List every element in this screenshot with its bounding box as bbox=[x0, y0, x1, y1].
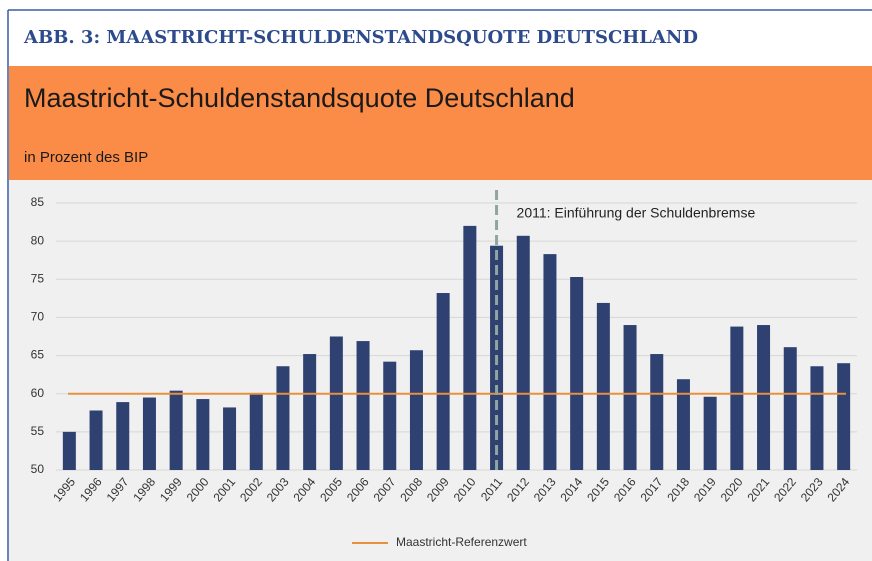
y-tick-label: 70 bbox=[31, 310, 45, 324]
chart-title: Maastricht-Schuldenstandsquote Deutschla… bbox=[24, 83, 575, 113]
bar bbox=[383, 361, 397, 470]
bar bbox=[623, 325, 637, 470]
bar bbox=[409, 350, 423, 470]
bar bbox=[303, 354, 317, 470]
y-tick-label: 65 bbox=[31, 348, 45, 362]
bar bbox=[249, 393, 263, 470]
bar bbox=[730, 326, 744, 470]
bar bbox=[570, 276, 584, 470]
bar bbox=[116, 402, 130, 470]
y-tick-label: 85 bbox=[31, 195, 45, 209]
bar bbox=[783, 347, 797, 470]
bar bbox=[676, 379, 690, 470]
y-tick-label: 75 bbox=[31, 271, 45, 285]
bar bbox=[436, 293, 450, 470]
bar bbox=[276, 366, 290, 470]
bar bbox=[596, 302, 610, 470]
bar bbox=[89, 410, 103, 470]
legend-label: Maastricht-Referenzwert bbox=[396, 535, 527, 549]
bar bbox=[329, 336, 343, 470]
bar bbox=[169, 390, 183, 470]
bar bbox=[516, 235, 530, 470]
bar bbox=[356, 341, 370, 470]
y-tick-label: 55 bbox=[31, 424, 45, 438]
bar bbox=[810, 366, 824, 470]
bar bbox=[837, 363, 851, 470]
bar bbox=[62, 431, 76, 470]
bar bbox=[703, 396, 717, 470]
bar bbox=[463, 225, 477, 470]
bar bbox=[196, 399, 210, 470]
bar bbox=[142, 397, 156, 470]
annotation-text: 2011: Einführung der Schuldenbremse bbox=[517, 205, 756, 221]
bar bbox=[757, 325, 771, 470]
bar bbox=[650, 354, 664, 470]
figure-header: ABB. 3: MAASTRICHT-SCHULDENSTANDSQUOTE D… bbox=[23, 27, 698, 48]
title-band bbox=[9, 66, 872, 180]
y-tick-label: 60 bbox=[31, 386, 45, 400]
y-tick-label: 80 bbox=[31, 233, 45, 247]
bar bbox=[543, 254, 557, 470]
y-tick-label: 50 bbox=[31, 462, 45, 476]
bar bbox=[223, 407, 237, 470]
chart-subtitle: in Prozent des BIP bbox=[24, 149, 148, 166]
